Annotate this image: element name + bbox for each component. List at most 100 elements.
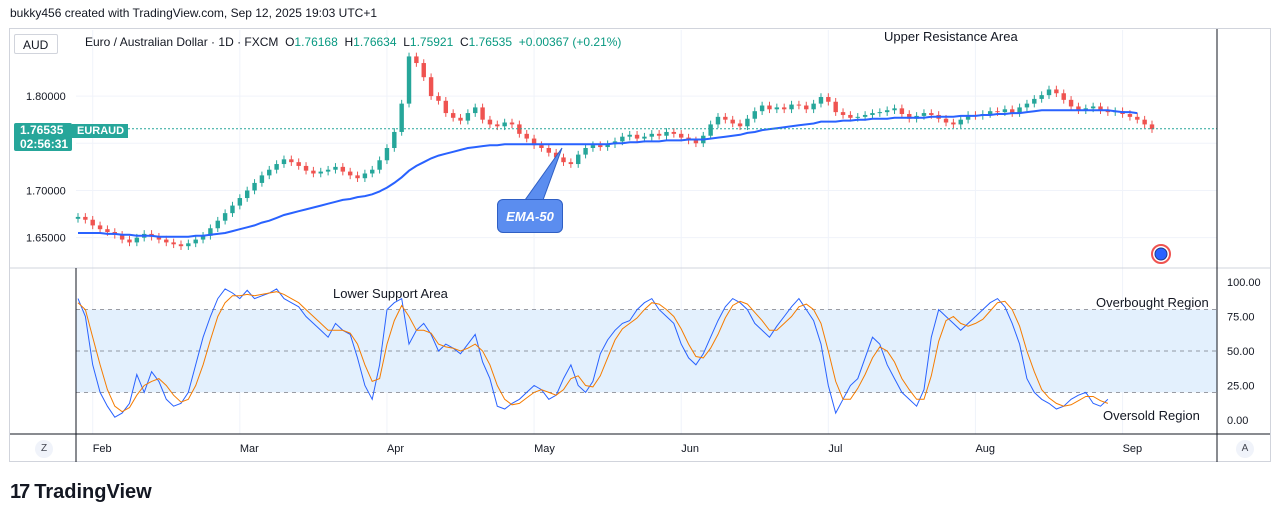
candle-body: [1149, 124, 1155, 130]
candles-group: [75, 52, 1155, 250]
candle-body: [840, 112, 846, 115]
candle-body: [767, 105, 772, 110]
candle-body: [215, 220, 220, 229]
stoch-d-line: [77, 291, 1109, 413]
candle-body: [267, 169, 272, 176]
ema50-line: [78, 109, 1138, 238]
candle-body: [877, 112, 883, 114]
candle-body: [200, 235, 206, 240]
candle-body: [546, 148, 552, 153]
time-tick-label: Mar: [240, 443, 259, 455]
alert-icon: [1151, 244, 1171, 264]
candle-body: [487, 119, 493, 125]
candle-body: [384, 148, 390, 161]
candle-body: [524, 133, 529, 139]
candle-body: [1076, 106, 1081, 111]
candle-body: [899, 108, 905, 115]
candle-body: [1017, 107, 1022, 114]
candle-body: [678, 133, 684, 138]
candle-body: [193, 239, 198, 244]
candle-body: [244, 190, 250, 199]
candle-body: [289, 159, 294, 163]
candle-body: [252, 182, 257, 191]
candle-body: [870, 113, 875, 115]
candle-body: [987, 111, 993, 115]
candle-body: [281, 159, 287, 165]
candle-body: [848, 114, 853, 118]
corner-button-right[interactable]: A: [1236, 440, 1254, 458]
candle-body: [303, 165, 309, 171]
candle-body: [237, 198, 243, 206]
candle-body: [274, 164, 279, 170]
candle-body: [377, 160, 382, 170]
candle-body: [752, 111, 757, 119]
candle-body: [1061, 93, 1066, 100]
candle-body: [642, 136, 647, 139]
candle-body: [1127, 114, 1133, 117]
stoch-tick-label: 100.00: [1227, 277, 1261, 289]
candle-body: [347, 171, 353, 176]
legend-high: 1.76634: [353, 35, 397, 49]
candle-body: [605, 144, 610, 148]
candle-body: [781, 107, 787, 110]
candle-body: [759, 105, 765, 112]
candle-body: [355, 175, 360, 179]
stoch-tick-label: 25.00: [1227, 381, 1255, 393]
candle-body: [774, 107, 780, 110]
candle-body: [590, 145, 596, 148]
candle-body: [1032, 98, 1037, 104]
tradingview-logo[interactable]: 17 TradingView: [10, 481, 152, 504]
candle-body: [671, 131, 677, 134]
candle-body: [517, 124, 522, 134]
legend-high-label: H: [344, 35, 354, 49]
candle-body: [995, 111, 1000, 113]
candle-body: [473, 107, 478, 114]
candle-body: [1142, 119, 1147, 125]
stoch-levels: [76, 309, 1217, 393]
candle-body: [1135, 116, 1140, 120]
candle-body: [553, 152, 559, 158]
legend-open-label: O: [285, 35, 295, 49]
candle-body: [811, 103, 816, 110]
overbought-label: Overbought Region: [1096, 295, 1209, 310]
candle-body: [1046, 89, 1052, 96]
candle-body: [480, 107, 485, 120]
lower-support-label: Lower Support Area: [333, 286, 448, 301]
candle-body: [796, 104, 802, 106]
stoch-axis: 100.00 75.00 50.00 25.00 0.00: [1227, 277, 1261, 427]
legend-symbol: Euro / Australian Dollar · 1D · FXCM: [85, 35, 279, 49]
candle-body: [561, 157, 566, 163]
candle-body: [943, 118, 949, 123]
candle-body: [833, 101, 838, 113]
candle-body: [186, 243, 191, 247]
candle-body: [90, 219, 95, 226]
candle-body: [715, 116, 721, 125]
candle-body: [222, 213, 228, 221]
candle-body: [826, 97, 831, 102]
candle-body: [693, 140, 699, 144]
candle-body: [171, 242, 176, 245]
legend-change: +0.00367 (+0.21%): [518, 35, 622, 49]
candle-body: [884, 110, 890, 113]
candle-body: [620, 136, 625, 142]
candle-body: [907, 114, 912, 119]
time-tick-label: Jul: [828, 443, 842, 455]
oversold-label: Oversold Region: [1103, 408, 1200, 423]
candle-body: [465, 113, 471, 121]
candle-body: [818, 97, 824, 104]
candle-body: [208, 228, 213, 236]
candle-body: [1098, 106, 1103, 111]
legend-low-label: L: [403, 35, 410, 49]
corner-button-left[interactable]: Z: [35, 440, 53, 458]
candle-body: [296, 162, 301, 166]
candle-body: [583, 148, 588, 155]
candle-body: [1090, 106, 1096, 109]
candle-body: [428, 77, 434, 97]
symbol-legend: Euro / Australian Dollar · 1D · FXCM O 1.…: [85, 35, 621, 49]
candle-body: [414, 56, 419, 64]
current-price-box: 1.76535 02:56:31: [14, 123, 72, 151]
currency-label[interactable]: AUD: [14, 34, 58, 54]
candle-body: [259, 175, 265, 183]
upper-resistance-label: Upper Resistance Area: [884, 29, 1018, 44]
